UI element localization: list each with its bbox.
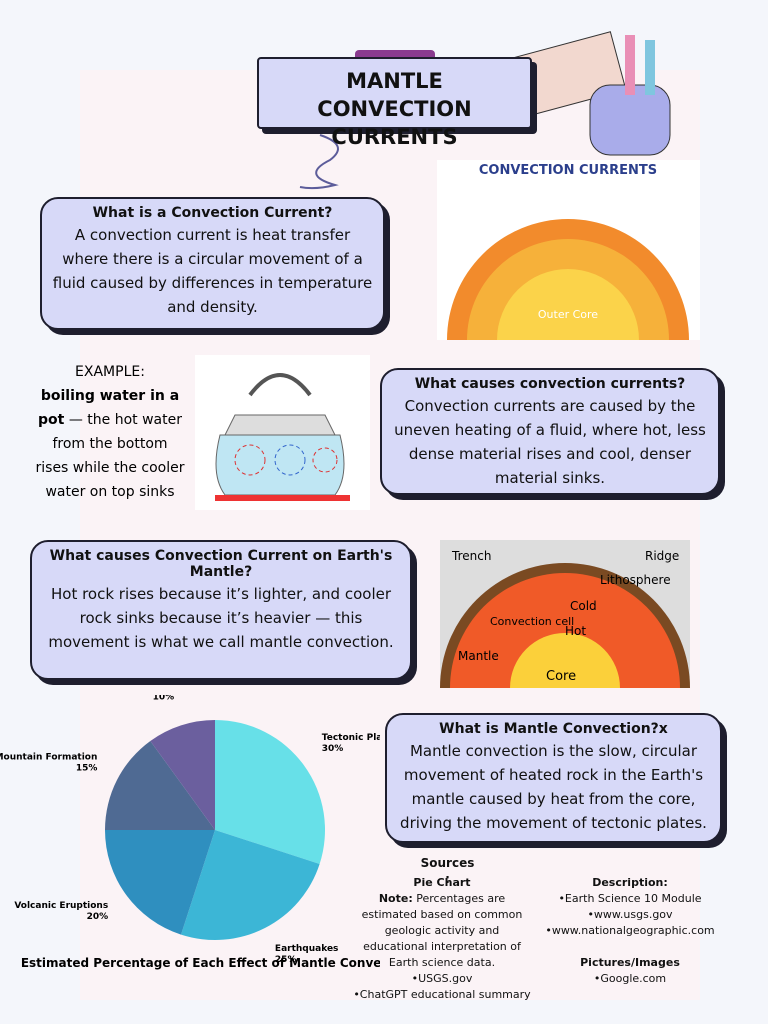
- image-label: Mantle: [458, 649, 499, 663]
- image-label: Trench: [451, 549, 491, 563]
- info-box: What causes convection currents? Convecti…: [380, 368, 720, 495]
- info-box: What is a Convection Current? A convectio…: [40, 197, 385, 330]
- example: EXAMPLE: boiling water in a pot — the hot…: [35, 360, 185, 504]
- image-label: Hot: [565, 624, 586, 638]
- slice-value: 15%: [76, 763, 98, 773]
- pie-slice: [181, 830, 320, 940]
- sources-subheading: Pie Chart: [413, 876, 471, 889]
- source-item: •www.nationalgeographic.com: [545, 924, 715, 937]
- kettle-image: [195, 355, 370, 510]
- slice-value: 25%: [275, 955, 297, 965]
- slice-value: 20%: [87, 912, 109, 922]
- title: CURRENTS: [331, 125, 458, 149]
- title-box: MANTLE CONVECTION CURRENTS: [257, 57, 532, 149]
- slice-label: Volcanic Eruptions: [14, 901, 108, 911]
- image-label: Ridge: [645, 549, 679, 563]
- earth-image: Trench Ridge Lithosphere Convection cell…: [440, 540, 690, 688]
- slice-label: Earthquakes: [275, 944, 339, 954]
- example-bold: boiling water in a pot: [38, 388, 180, 428]
- sources-subheading: Description:: [592, 876, 668, 889]
- source-item: •USGS.gov: [411, 972, 473, 985]
- chart-title: Estimated Percentage of Each Effect of M…: [21, 956, 380, 970]
- desc-sources: Description: •Earth Science 10 Module •www…: [545, 875, 715, 987]
- info-box: What is Mantle Convection?x Mantle convec…: [385, 713, 722, 843]
- box-title: What is Mantle Convection?x: [439, 721, 668, 737]
- source-item: •Google.com: [593, 972, 667, 985]
- slice-label: Tectonic Plate: [322, 733, 380, 743]
- box-title: What causes convection currents?: [414, 376, 686, 392]
- image-label: Lithosphere: [600, 573, 671, 587]
- pie-slice: [215, 720, 325, 864]
- title: MANTLE CONVECTION: [317, 69, 472, 121]
- source-item: •Earth Science 10 Module: [558, 892, 702, 905]
- note-label: Note:: [378, 892, 413, 905]
- pie-chart: Estimated Percentage of Each Effect of M…: [0, 695, 380, 970]
- sources-subheading: Pictures/Images: [580, 956, 680, 969]
- info-box: What causes Convection Current on Earth'…: [30, 540, 412, 680]
- image-label: Outer Core: [538, 308, 598, 321]
- example-label: EXAMPLE:: [75, 364, 145, 380]
- box-title: What causes Convection Current on Earth'…: [49, 548, 393, 580]
- box-body: A convection current is heat transfer wh…: [52, 226, 373, 316]
- note: Percentages are estimated based on commo…: [361, 892, 523, 969]
- slice-label: Mountain Formation: [0, 752, 97, 762]
- pie-sources: Pie Chart Note: Percentages are estimated…: [352, 875, 532, 1003]
- example-text: — the hot water from the bottom rises wh…: [35, 412, 185, 500]
- image-label: Cold: [570, 599, 597, 613]
- box-body: Mantle convection is the slow, circular …: [400, 742, 707, 832]
- image-label: Convection cell: [490, 615, 574, 628]
- sources-heading: Sources :: [420, 856, 475, 886]
- source-item: •ChatGPT educational summary: [353, 988, 531, 1001]
- slice-value: 30%: [322, 744, 344, 754]
- image-label: Core: [546, 669, 576, 684]
- source-item: •www.usgs.gov: [587, 908, 673, 921]
- box-body: Hot rock rises because it’s lighter, and…: [48, 585, 394, 651]
- box-body: Convection currents are caused by the un…: [394, 397, 706, 487]
- pie-slice: [150, 720, 215, 830]
- image-title: CONVECTION CURRENTS: [479, 163, 657, 178]
- pie-slice: [105, 741, 215, 830]
- box-title: What is a Convection Current?: [92, 205, 333, 221]
- slice-value: 10%: [153, 695, 175, 702]
- pie-slice: [105, 830, 215, 935]
- convection-image: CONVECTION CURRENTS Outer Core: [437, 160, 700, 340]
